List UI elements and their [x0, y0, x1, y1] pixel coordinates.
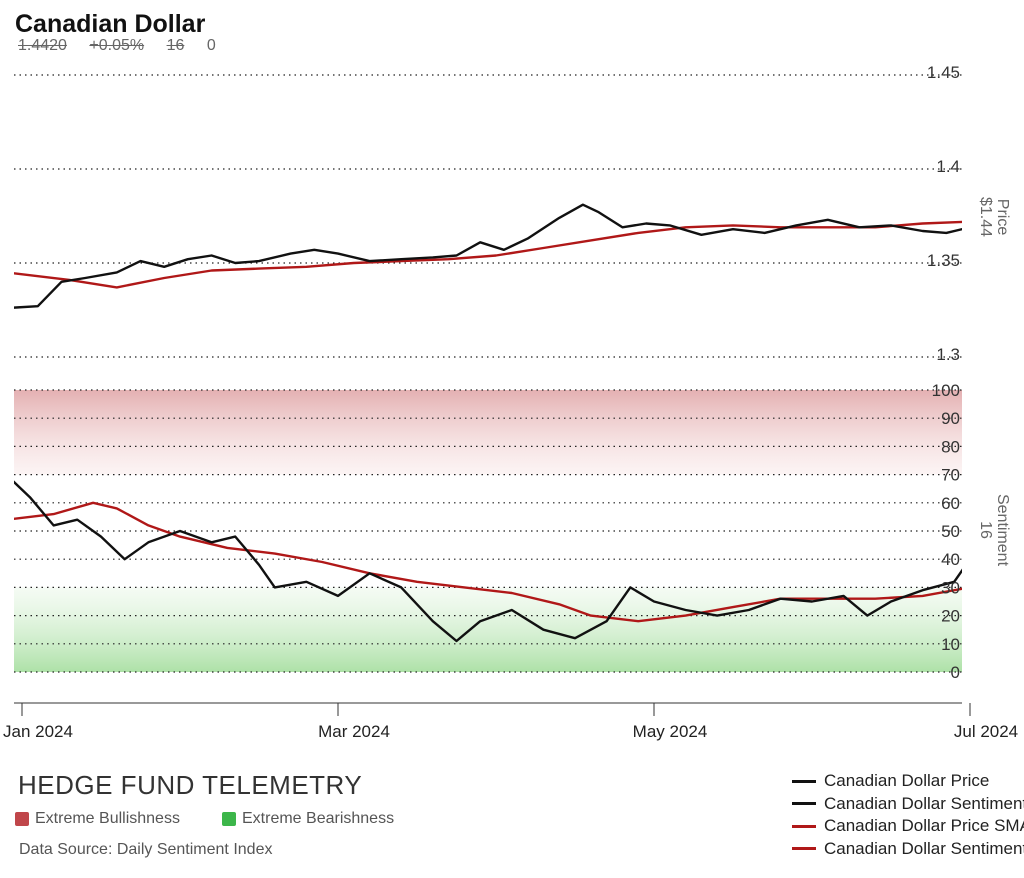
x-tick-label: Mar 2024 — [318, 722, 390, 741]
legend-item-sentiment[interactable]: Canadian Dollar Sentiment — [792, 793, 1024, 816]
bullish-swatch — [15, 812, 29, 826]
sentiment-tick-label: 80 — [941, 437, 960, 456]
bearish-label: Extreme Bearishness — [242, 810, 395, 827]
sentiment-tick-label: 30 — [941, 578, 960, 597]
legend-line-price-sma — [792, 824, 816, 828]
data-source: Data Source: Daily Sentiment Index — [19, 841, 273, 858]
series-legend: Canadian Dollar Price Canadian Dollar Se… — [792, 770, 1024, 860]
last-price-value: 1.4420 — [18, 37, 67, 54]
brand-label: HEDGE FUND TELEMETRY — [18, 770, 363, 800]
price-tick-label: 1.3 — [936, 345, 960, 364]
price-tick-label: 1.45 — [927, 63, 960, 82]
x-tick-label: Jan 2024 — [3, 722, 73, 741]
price-axis-title-label: Price — [994, 199, 1011, 236]
sentiment-tick-label: 10 — [941, 635, 960, 654]
zone-legend-bearish: Extreme Bearishness — [222, 810, 394, 828]
sentiment-line — [14, 480, 962, 643]
price-axis-title: Price$1.44 — [977, 197, 1011, 237]
sentiment-tick-label: 60 — [941, 494, 960, 513]
x-tick-label: Jul 2024 — [954, 722, 1018, 741]
legend-item-price-sma[interactable]: Canadian Dollar Price SMA — [792, 815, 1024, 838]
legend-line-sentiment — [792, 802, 816, 806]
sentiment-tick-label: 20 — [941, 607, 960, 626]
legend-line-price — [792, 779, 816, 783]
legend-item-price[interactable]: Canadian Dollar Price — [792, 770, 1024, 793]
sentiment-tick-label: 0 — [951, 663, 960, 682]
sentiment-axis-title-value: 16 — [977, 521, 994, 539]
x-tick-label: May 2024 — [633, 722, 708, 741]
legend-item-sentiment-sma[interactable]: Canadian Dollar Sentiment SMA — [792, 838, 1024, 861]
chart-title: Canadian Dollar — [15, 10, 206, 38]
price-axis-title-value: $1.44 — [977, 197, 994, 237]
price-sma-line — [14, 220, 962, 289]
extra-value: 0 — [206, 37, 216, 54]
price-tick-label: 1.4 — [936, 157, 960, 176]
bullish-label: Extreme Bullishness — [35, 810, 180, 827]
sentiment-tick-label: 40 — [941, 550, 960, 569]
sentiment-axis-title-label: Sentiment — [994, 494, 1011, 567]
change-percent-value: +0.05% — [89, 37, 145, 54]
legend-label-sentiment-sma: Canadian Dollar Sentiment SMA — [824, 838, 1024, 858]
sentiment-tick-label: 70 — [941, 466, 960, 485]
price-tick-label: 1.35 — [927, 251, 960, 270]
bearish-swatch — [222, 812, 236, 826]
sentiment-tick-label: 90 — [941, 409, 960, 428]
sentiment-sma-line — [14, 501, 962, 623]
bullish-zone — [14, 390, 962, 475]
price-line — [14, 203, 962, 309]
header-values: 1.4420 +0.05% 16 0 — [18, 37, 234, 55]
zone-legend-bullish: Extreme Bullishness — [15, 810, 180, 828]
sentiment-tick-label: 50 — [941, 522, 960, 541]
legend-line-sentiment-sma — [792, 847, 816, 851]
legend-label-price: Canadian Dollar Price — [824, 771, 990, 791]
legend-label-sentiment: Canadian Dollar Sentiment — [824, 793, 1024, 813]
sentiment-tick-label: 100 — [932, 381, 960, 400]
chart-canvas: 1.451.41.351.31009080706050403020100Jan … — [3, 63, 1018, 741]
legend-label-price-sma: Canadian Dollar Price SMA — [824, 816, 1024, 836]
sentiment-value: 16 — [166, 37, 185, 54]
